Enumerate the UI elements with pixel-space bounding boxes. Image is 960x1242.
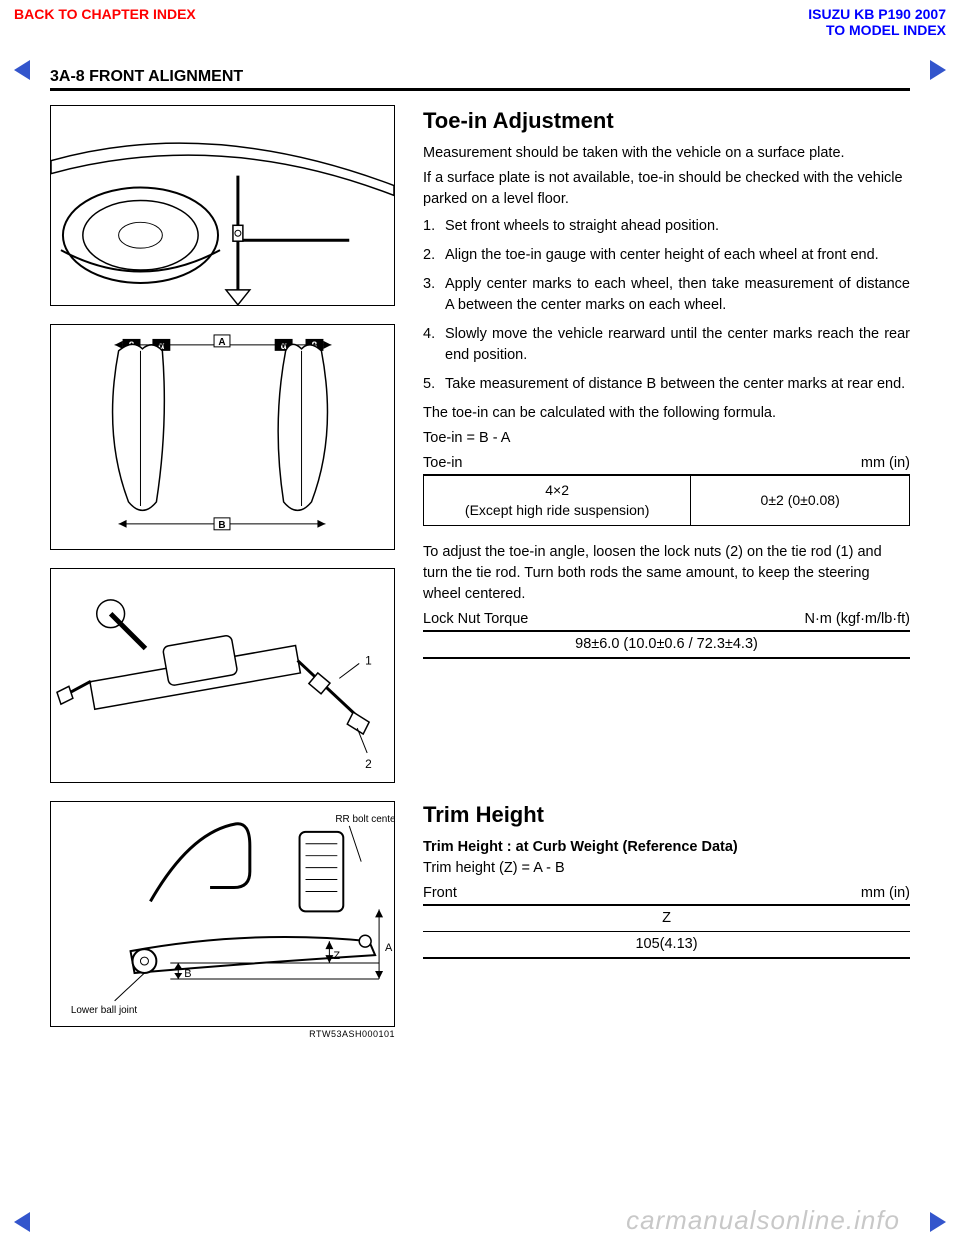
- torque-label: Lock Nut Torque: [423, 609, 528, 630]
- adjust-para: To adjust the toe-in angle, loosen the l…: [423, 542, 910, 605]
- spec-cond1: 4×2: [430, 480, 684, 500]
- trim-spec-unit: mm (in): [861, 883, 910, 904]
- svg-text:Z: Z: [333, 950, 340, 962]
- figures-column: β α α β A: [50, 105, 395, 1039]
- next-page-arrow[interactable]: [930, 60, 946, 80]
- trim-subtitle: Trim Height : at Curb Weight (Reference …: [423, 837, 910, 858]
- toein-spec-label: Toe-in mm (in): [423, 453, 910, 475]
- spec-cond2: (Except high ride suspension): [430, 500, 684, 520]
- trim-value: 105(4.13): [423, 932, 910, 959]
- step-1: Set front wheels to straight ahead posit…: [445, 216, 910, 237]
- toein-intro1: Measurement should be taken with the veh…: [423, 143, 910, 164]
- toein-steps: 1.Set front wheels to straight ahead pos…: [423, 216, 910, 395]
- trim-formula: Trim height (Z) = A - B: [423, 858, 910, 879]
- spec-value: 0±2 (0±0.08): [691, 476, 910, 526]
- header-right: ISUZU KB P190 2007 TO MODEL INDEX: [808, 6, 946, 38]
- doc-title: ISUZU KB P190 2007: [808, 6, 946, 22]
- prev-page-arrow-bottom[interactable]: [14, 1212, 30, 1232]
- svg-text:A: A: [218, 337, 225, 348]
- formula: Toe-in = B - A: [423, 428, 910, 449]
- figure-caption: RTW53ASH000101: [50, 1029, 395, 1039]
- to-model-index-link[interactable]: TO MODEL INDEX: [808, 22, 946, 38]
- text-column: Toe-in Adjustment Measurement should be …: [423, 105, 910, 1039]
- section-title: 3A-8 FRONT ALIGNMENT: [50, 68, 910, 91]
- trim-spec-label: Front mm (in): [423, 883, 910, 905]
- torque-label-row: Lock Nut Torque N·m (kgf·m/lb·ft): [423, 609, 910, 631]
- toein-spec-table: 4×2 (Except high ride suspension) 0±2 (0…: [423, 475, 910, 526]
- step-3: Apply center marks to each wheel, then t…: [445, 274, 910, 316]
- prev-page-arrow[interactable]: [14, 60, 30, 80]
- svg-text:Lower ball joint: Lower ball joint: [71, 1005, 138, 1016]
- torque-value: 98±6.0 (10.0±0.6 / 72.3±4.3): [423, 631, 910, 659]
- formula-intro: The toe-in can be calculated with the fo…: [423, 403, 910, 424]
- svg-text:RR bolt center: RR bolt center: [335, 814, 394, 825]
- figure-steering-rack: 1 2: [50, 568, 395, 784]
- torque-unit: N·m (kgf·m/lb·ft): [804, 609, 910, 630]
- step-4: Slowly move the vehicle rearward until t…: [445, 324, 910, 366]
- svg-text:2: 2: [365, 756, 372, 770]
- svg-text:A: A: [385, 942, 393, 954]
- svg-text:B: B: [218, 520, 225, 531]
- svg-text:1: 1: [365, 653, 372, 667]
- figure-toe-ab: β α α β A: [50, 324, 395, 550]
- spec-name: Toe-in: [423, 453, 463, 474]
- trim-heading: Trim Height: [423, 799, 910, 831]
- step-2: Align the toe-in gauge with center heigh…: [445, 245, 910, 266]
- next-page-arrow-bottom[interactable]: [930, 1212, 946, 1232]
- figure-wheel-gauge: [50, 105, 395, 306]
- svg-text:B: B: [184, 968, 191, 980]
- footer-watermark: carmanualsonline.info: [626, 1205, 900, 1236]
- trim-spec-name: Front: [423, 883, 457, 904]
- step-5: Take measurement of distance B between t…: [445, 374, 910, 395]
- figure-trim-height: RR bolt center: [50, 801, 395, 1027]
- trim-col: Z: [423, 905, 910, 932]
- back-to-chapter-link[interactable]: BACK TO CHAPTER INDEX: [14, 6, 196, 38]
- spec-unit: mm (in): [861, 453, 910, 474]
- toein-heading: Toe-in Adjustment: [423, 105, 910, 137]
- toein-intro2: If a surface plate is not available, toe…: [423, 168, 910, 210]
